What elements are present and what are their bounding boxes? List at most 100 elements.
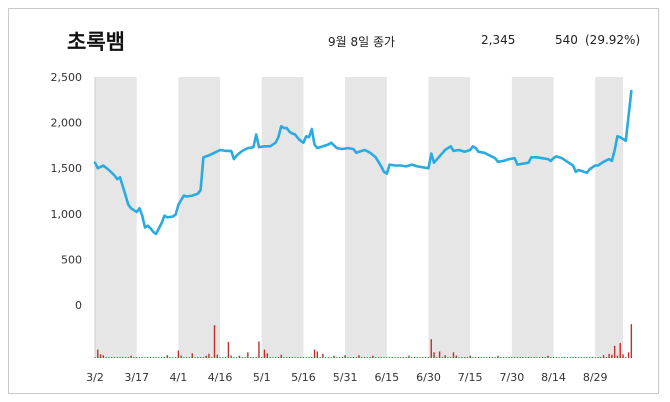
volume-bar	[558, 357, 560, 358]
volume-bar	[161, 357, 163, 358]
volume-bar	[330, 357, 332, 358]
volume-bar	[630, 324, 633, 358]
volume-bar	[258, 341, 260, 358]
volume-bar	[491, 357, 493, 358]
volume-bar	[447, 357, 449, 358]
volume-bar	[444, 355, 446, 358]
volume-bar	[436, 357, 438, 358]
x-tick-label: 7/15	[458, 371, 483, 384]
volume-bar	[469, 355, 471, 358]
volume-bar	[505, 357, 507, 358]
x-tick-label: 6/30	[416, 371, 441, 384]
volume-bar	[580, 357, 582, 358]
volume-bar	[486, 357, 488, 358]
y-tick-label: 2,000	[51, 117, 83, 130]
volume-bar	[130, 355, 132, 358]
volume-bar	[236, 357, 238, 358]
x-tick-label: 3/17	[124, 371, 149, 384]
volume-bar	[472, 357, 474, 358]
volume-bar	[544, 357, 546, 358]
volume-bar	[227, 342, 230, 358]
shaded-band	[595, 77, 623, 358]
volume-bar	[219, 357, 221, 358]
stock-name: 초록뱀	[67, 30, 125, 54]
volume-bar	[564, 357, 566, 358]
volume-bar	[313, 349, 316, 358]
volume-bar	[616, 355, 619, 358]
volume-bar	[277, 357, 280, 358]
volume-bar	[225, 357, 227, 358]
volume-bar	[188, 357, 191, 358]
volume-bar	[333, 355, 335, 358]
volume-bar	[597, 357, 599, 358]
volume-bar	[308, 357, 310, 358]
volume-bar	[461, 357, 463, 358]
x-tick-label: 8/29	[583, 371, 608, 384]
volume-bar	[530, 357, 532, 358]
volume-bar	[338, 357, 341, 358]
volume-bar	[283, 357, 285, 358]
volume-bar	[622, 354, 624, 358]
volume-bar	[605, 357, 607, 358]
volume-bar	[625, 357, 627, 358]
volume-bar	[430, 339, 432, 358]
volume-bar	[263, 349, 266, 358]
volume-bar	[391, 357, 393, 358]
volume-bar	[158, 357, 160, 358]
y-tick-label: 1,000	[51, 208, 83, 221]
volume-bar	[200, 357, 202, 358]
volume-bar	[450, 357, 452, 358]
volume-bar	[191, 353, 193, 358]
y-tick-label: 2,500	[51, 71, 83, 84]
y-tick-label: 500	[61, 253, 82, 266]
volume-bar	[302, 357, 305, 358]
volume-bar	[269, 357, 271, 358]
volume-bar	[511, 357, 513, 358]
volume-bar	[152, 357, 154, 358]
volume-bar	[113, 357, 116, 358]
volume-bar	[261, 357, 263, 358]
volume-bar	[480, 357, 482, 358]
volume-bar	[555, 357, 557, 358]
volume-bar	[344, 355, 346, 358]
volume-bar	[99, 354, 102, 358]
volume-bar	[205, 355, 207, 358]
price-line	[93, 89, 633, 236]
volume-bar	[566, 357, 569, 358]
volume-bar	[569, 357, 571, 358]
volume-bar	[183, 357, 185, 358]
volume-bar	[458, 357, 460, 358]
price-change-pct: (29.92%)	[585, 33, 641, 47]
volume-bar	[300, 357, 302, 358]
volume-bar	[494, 357, 496, 358]
x-tick-label: 5/1	[253, 371, 271, 384]
volume-bar	[94, 357, 96, 358]
volume-bar	[427, 357, 430, 358]
price-change: 540	[555, 33, 578, 47]
volume-bar	[561, 357, 563, 358]
x-tick-label: 8/14	[541, 371, 566, 384]
volume-bar	[539, 357, 541, 358]
y-tick-label: 1,500	[51, 162, 83, 175]
volume-bar	[497, 355, 499, 358]
x-tick-label: 4/1	[170, 371, 188, 384]
volume-bar	[400, 357, 402, 358]
volume-bar	[411, 357, 413, 358]
volume-bar	[619, 342, 621, 358]
volume-bar	[174, 357, 177, 358]
volume-bar	[527, 357, 530, 358]
volume-bar	[452, 352, 455, 358]
chart-frame	[8, 8, 659, 394]
volume-bar	[172, 357, 174, 358]
volume-bar	[466, 357, 468, 358]
volume-bar	[166, 355, 168, 358]
volume-bar	[255, 357, 257, 358]
volume-bar	[347, 357, 349, 358]
volume-bar	[163, 357, 166, 358]
volume-bar	[586, 357, 588, 358]
volume-bar	[155, 357, 157, 358]
volume-bar	[275, 357, 277, 358]
volume-bar	[552, 357, 555, 358]
volume-bar	[627, 352, 630, 358]
volume-bar	[197, 357, 199, 358]
